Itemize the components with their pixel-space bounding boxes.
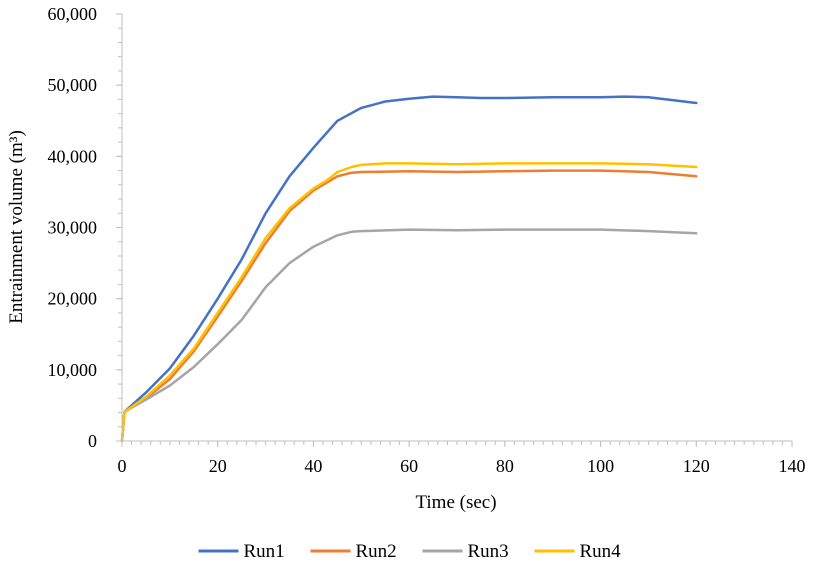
legend: Run1 Run2 Run3 Run4 [198, 541, 622, 562]
y-tick-label: 40,000 [48, 146, 98, 166]
x-tick-label: 100 [587, 456, 614, 476]
series-line-run4 [120, 162, 698, 443]
y-tick-label: 50,000 [48, 75, 98, 95]
x-axis-title: Time (sec) [415, 492, 496, 513]
y-tick-label: 10,000 [48, 360, 98, 380]
series-line-run1 [120, 95, 698, 443]
y-tick-label: 0 [88, 431, 97, 451]
legend-item-run4: Run4 [534, 541, 622, 562]
series-line-run2 [120, 169, 698, 443]
x-tick-label: 40 [304, 456, 322, 476]
axes: Time (sec) Entrainment volume (m³) 0 20 40… [6, 4, 806, 513]
y-tick-label: 20,000 [48, 289, 98, 309]
legend-item-run3: Run3 [422, 541, 509, 562]
y-tick-label: 60,000 [48, 4, 98, 24]
legend-label: Run3 [468, 541, 509, 562]
series-line-run3 [120, 228, 698, 443]
legend-label: Run2 [356, 541, 397, 562]
legend-item-run2: Run2 [310, 541, 397, 562]
y-axis-title: Entrainment volume (m³) [6, 130, 27, 324]
x-tick-label: 20 [209, 456, 227, 476]
legend-label: Run4 [580, 541, 622, 562]
plot-area [120, 95, 698, 443]
y-tick-label: 30,000 [48, 218, 98, 238]
x-tick-label: 60 [400, 456, 418, 476]
x-tick-label: 80 [496, 456, 514, 476]
legend-label: Run1 [244, 541, 285, 562]
x-tick-label: 0 [118, 456, 127, 476]
legend-item-run1: Run1 [198, 541, 285, 562]
x-tick-label: 120 [683, 456, 710, 476]
x-tick-label: 140 [779, 456, 806, 476]
